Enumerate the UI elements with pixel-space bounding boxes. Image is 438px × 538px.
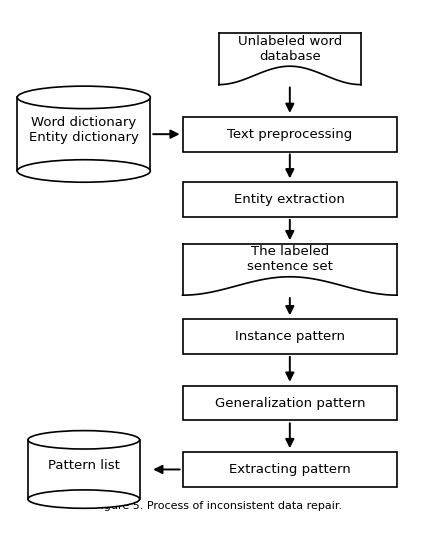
FancyBboxPatch shape	[17, 97, 150, 171]
FancyBboxPatch shape	[28, 440, 140, 499]
Text: The labeled
sentence set: The labeled sentence set	[247, 245, 333, 273]
FancyBboxPatch shape	[183, 452, 397, 487]
Ellipse shape	[17, 160, 150, 182]
Text: Unlabeled word
database: Unlabeled word database	[238, 35, 342, 63]
Text: Word dictionary
Entity dictionary: Word dictionary Entity dictionary	[29, 116, 139, 144]
Text: Instance pattern: Instance pattern	[235, 330, 345, 343]
FancyBboxPatch shape	[183, 117, 397, 152]
Text: Generalization pattern: Generalization pattern	[215, 397, 365, 409]
Ellipse shape	[17, 86, 150, 109]
Text: Extracting pattern: Extracting pattern	[229, 463, 351, 476]
FancyBboxPatch shape	[183, 319, 397, 354]
Text: Text preprocessing: Text preprocessing	[227, 128, 353, 140]
Text: Figure 5. Process of inconsistent data repair.: Figure 5. Process of inconsistent data r…	[95, 501, 343, 511]
Ellipse shape	[28, 490, 140, 508]
FancyBboxPatch shape	[183, 386, 397, 420]
FancyBboxPatch shape	[183, 182, 397, 217]
Ellipse shape	[28, 430, 140, 449]
Text: Entity extraction: Entity extraction	[234, 193, 345, 206]
Text: Pattern list: Pattern list	[48, 459, 120, 472]
